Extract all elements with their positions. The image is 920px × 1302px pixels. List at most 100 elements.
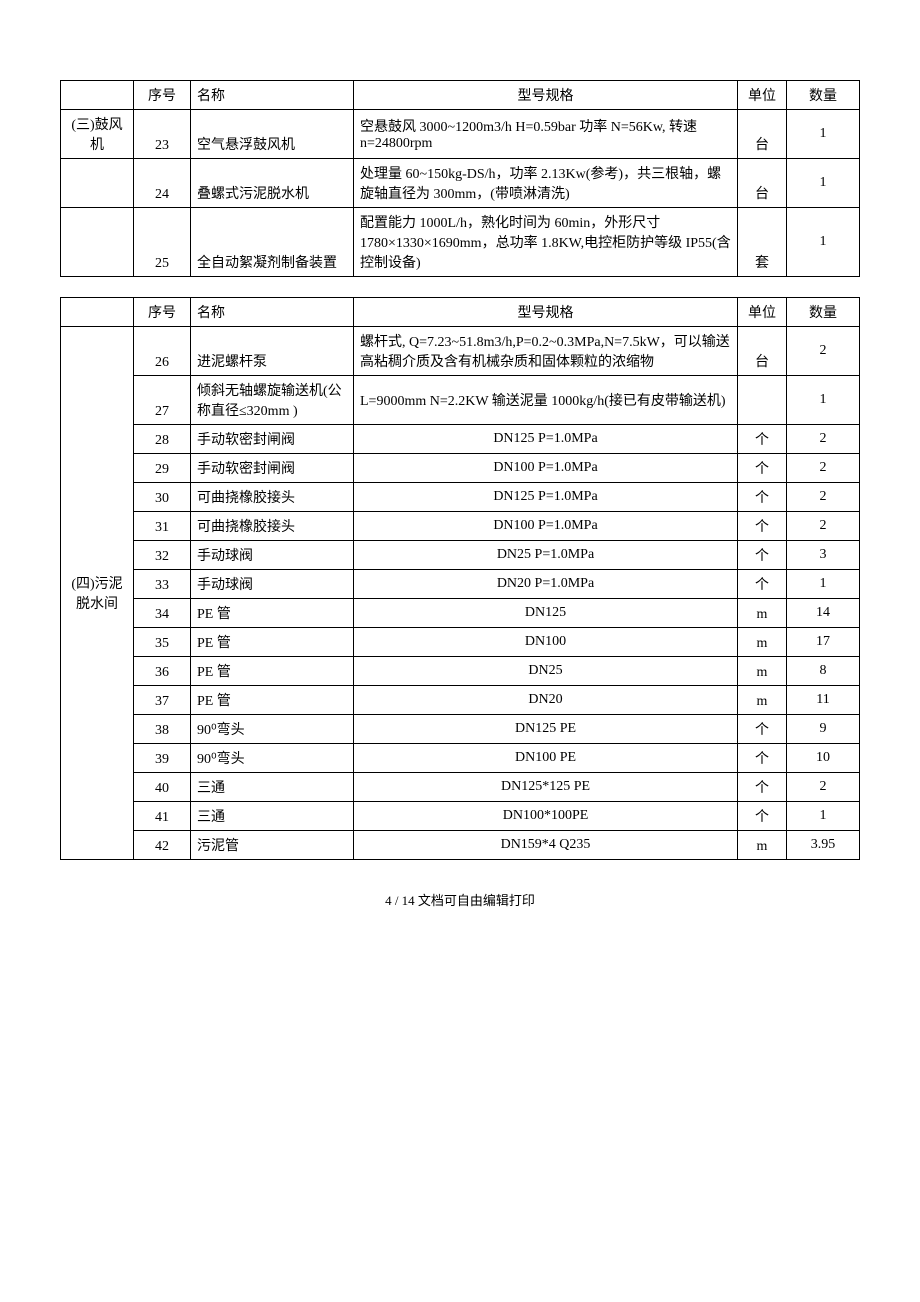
name-cell: PE 管 <box>191 599 354 628</box>
section-label: (三)鼓风机 <box>61 110 134 159</box>
seq-cell: 25 <box>134 208 191 277</box>
table-row: 37PE 管DN20m11 <box>61 686 860 715</box>
unit-cell: m <box>738 686 787 715</box>
col-spec-header: 型号规格 <box>354 81 738 110</box>
col-unit-header: 单位 <box>738 298 787 327</box>
seq-cell: 23 <box>134 110 191 159</box>
seq-cell: 35 <box>134 628 191 657</box>
spec-cell: 螺杆式, Q=7.23~51.8m3/h,P=0.2~0.3MPa,N=7.5k… <box>354 327 738 376</box>
spec-cell: 空悬鼓风 3000~1200m3/h H=0.59bar 功率 N=56Kw, … <box>354 110 738 159</box>
table-row: 36PE 管DN25m8 <box>61 657 860 686</box>
qty-cell: 3 <box>787 541 860 570</box>
spec-cell: L=9000mm N=2.2KW 输送泥量 1000kg/h(接已有皮带输送机) <box>354 376 738 425</box>
name-cell: PE 管 <box>191 628 354 657</box>
header-row: 序号 名称 型号规格 单位 数量 <box>61 81 860 110</box>
spec-cell: DN125 PE <box>354 715 738 744</box>
spec-cell: DN20 <box>354 686 738 715</box>
equipment-table-2: 序号 名称 型号规格 单位 数量 (四)污泥脱水间26进泥螺杆泵螺杆式, Q=7… <box>60 297 860 860</box>
header-row: 序号 名称 型号规格 单位 数量 <box>61 298 860 327</box>
spec-cell: DN100 P=1.0MPa <box>354 512 738 541</box>
table-row: 42污泥管DN159*4 Q235m3.95 <box>61 831 860 860</box>
seq-cell: 42 <box>134 831 191 860</box>
name-cell: 进泥螺杆泵 <box>191 327 354 376</box>
table-row: 33手动球阀DN20 P=1.0MPa个1 <box>61 570 860 599</box>
seq-cell: 36 <box>134 657 191 686</box>
table-row: 3990⁰弯头DN100 PE个10 <box>61 744 860 773</box>
qty-cell: 1 <box>787 159 860 208</box>
spec-cell: DN20 P=1.0MPa <box>354 570 738 599</box>
seq-cell: 38 <box>134 715 191 744</box>
qty-cell: 1 <box>787 570 860 599</box>
unit-cell: 个 <box>738 512 787 541</box>
spec-cell: DN125 <box>354 599 738 628</box>
seq-cell: 34 <box>134 599 191 628</box>
unit-cell: 个 <box>738 541 787 570</box>
spec-cell: DN100*100PE <box>354 802 738 831</box>
unit-cell: 个 <box>738 744 787 773</box>
seq-cell: 41 <box>134 802 191 831</box>
unit-cell: 台 <box>738 327 787 376</box>
seq-cell: 32 <box>134 541 191 570</box>
spec-cell: DN125*125 PE <box>354 773 738 802</box>
qty-cell: 2 <box>787 425 860 454</box>
name-cell: 叠螺式污泥脱水机 <box>191 159 354 208</box>
spec-cell: DN125 P=1.0MPa <box>354 425 738 454</box>
spec-cell: DN100 P=1.0MPa <box>354 454 738 483</box>
seq-cell: 33 <box>134 570 191 599</box>
equipment-table-1: 序号 名称 型号规格 单位 数量 (三)鼓风机23空气悬浮鼓风机空悬鼓风 300… <box>60 80 860 277</box>
table-row: 32手动球阀DN25 P=1.0MPa个3 <box>61 541 860 570</box>
unit-cell: m <box>738 831 787 860</box>
seq-cell: 24 <box>134 159 191 208</box>
spec-cell: DN25 <box>354 657 738 686</box>
unit-cell: 个 <box>738 454 787 483</box>
unit-cell: 台 <box>738 159 787 208</box>
seq-cell: 27 <box>134 376 191 425</box>
unit-cell: m <box>738 599 787 628</box>
seq-cell: 40 <box>134 773 191 802</box>
name-cell: 三通 <box>191 773 354 802</box>
table-row: 30可曲挠橡胶接头DN125 P=1.0MPa个2 <box>61 483 860 512</box>
table-row: 28手动软密封闸阀DN125 P=1.0MPa个2 <box>61 425 860 454</box>
name-cell: 手动球阀 <box>191 570 354 599</box>
name-cell: 污泥管 <box>191 831 354 860</box>
table-row: 27倾斜无轴螺旋输送机(公称直径≤320mm )L=9000mm N=2.2KW… <box>61 376 860 425</box>
table-row: 40三通DN125*125 PE个2 <box>61 773 860 802</box>
name-cell: 三通 <box>191 802 354 831</box>
unit-cell <box>738 376 787 425</box>
qty-cell: 10 <box>787 744 860 773</box>
spec-cell: DN100 PE <box>354 744 738 773</box>
unit-cell: 个 <box>738 802 787 831</box>
unit-cell: 个 <box>738 483 787 512</box>
qty-cell: 1 <box>787 802 860 831</box>
qty-cell: 14 <box>787 599 860 628</box>
name-cell: 空气悬浮鼓风机 <box>191 110 354 159</box>
spec-cell: 处理量 60~150kg-DS/h，功率 2.13Kw(参考)，共三根轴，螺旋轴… <box>354 159 738 208</box>
section-empty <box>61 159 134 208</box>
seq-cell: 29 <box>134 454 191 483</box>
qty-cell: 9 <box>787 715 860 744</box>
name-cell: 可曲挠橡胶接头 <box>191 483 354 512</box>
name-cell: 手动软密封闸阀 <box>191 425 354 454</box>
qty-cell: 2 <box>787 454 860 483</box>
name-cell: PE 管 <box>191 657 354 686</box>
col-qty-header: 数量 <box>787 298 860 327</box>
unit-cell: 个 <box>738 715 787 744</box>
name-cell: PE 管 <box>191 686 354 715</box>
name-cell: 90⁰弯头 <box>191 744 354 773</box>
unit-cell: 台 <box>738 110 787 159</box>
qty-cell: 8 <box>787 657 860 686</box>
qty-cell: 2 <box>787 483 860 512</box>
spec-cell: DN159*4 Q235 <box>354 831 738 860</box>
unit-cell: m <box>738 657 787 686</box>
col-unit-header: 单位 <box>738 81 787 110</box>
name-cell: 手动软密封闸阀 <box>191 454 354 483</box>
seq-cell: 39 <box>134 744 191 773</box>
spec-cell: DN100 <box>354 628 738 657</box>
qty-cell: 1 <box>787 376 860 425</box>
name-cell: 90⁰弯头 <box>191 715 354 744</box>
section-empty <box>61 208 134 277</box>
seq-cell: 26 <box>134 327 191 376</box>
qty-cell: 17 <box>787 628 860 657</box>
qty-cell: 11 <box>787 686 860 715</box>
table-row: (四)污泥脱水间26进泥螺杆泵螺杆式, Q=7.23~51.8m3/h,P=0.… <box>61 327 860 376</box>
